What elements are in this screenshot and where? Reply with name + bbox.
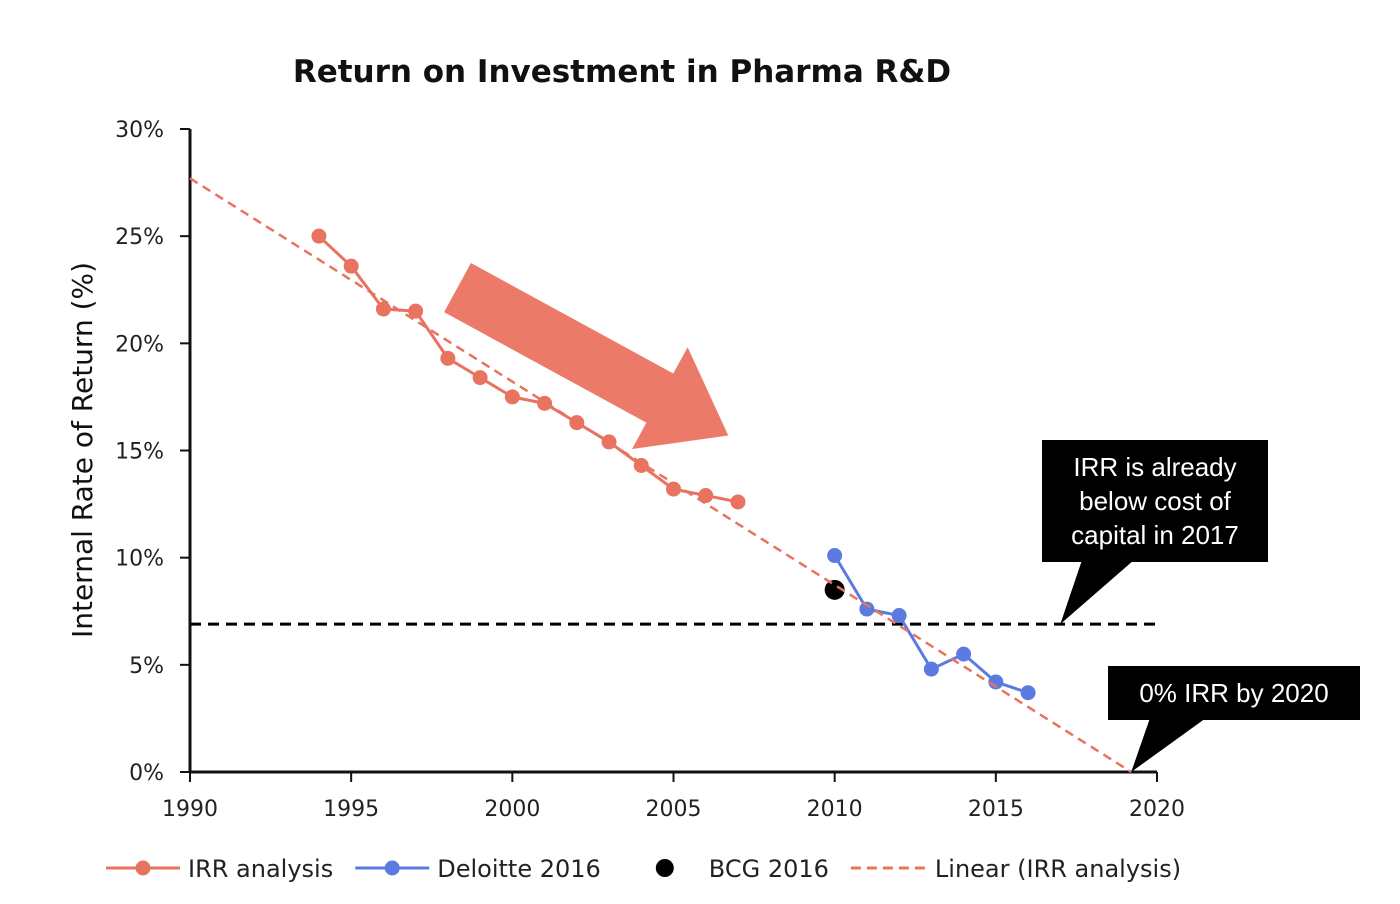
zero-irr-callout-box (1108, 666, 1360, 720)
series-line-linear-irr-analysis (189, 177, 1132, 774)
data-point-deloitte-2016 (956, 646, 972, 662)
series-line-irr-analysis (317, 235, 739, 504)
y-tick-label: 25% (115, 225, 164, 250)
y-tick-label: 10% (115, 547, 164, 572)
data-point-irr-analysis (504, 389, 520, 405)
x-tick-label: 2000 (484, 797, 540, 822)
y-tick-label: 5% (129, 654, 164, 679)
legend-marker-irr-analysis (135, 860, 151, 876)
legend-marker-deloitte-2016 (384, 860, 400, 876)
y-tick-label: 0% (129, 761, 164, 786)
downward-trend-arrow (444, 263, 729, 450)
cost-of-capital-callout-text: IRR is already (1073, 452, 1236, 482)
legend-label-irr-analysis: IRR analysis (188, 855, 333, 883)
x-tick-label: 2010 (807, 797, 863, 822)
legend-label-linear-irr-analysis: Linear (IRR analysis) (935, 855, 1181, 883)
legend-label-deloitte-2016: Deloitte 2016 (437, 855, 601, 883)
data-point-irr-analysis (537, 395, 553, 411)
data-point-bcg-2016 (824, 579, 845, 600)
y-tick-label: 30% (115, 118, 164, 143)
legend-label-bcg-2016: BCG 2016 (709, 855, 829, 883)
x-tick-label: 2005 (646, 797, 702, 822)
data-point-irr-analysis (343, 258, 359, 274)
legend: IRR analysis Deloitte 2016 BCG 2016 Linear … (106, 855, 1181, 883)
data-point-deloitte-2016 (859, 601, 875, 617)
y-axis-label: Internal Rate of Return (%) (66, 262, 99, 638)
x-tick-label: 2015 (968, 797, 1024, 822)
data-point-irr-analysis (472, 370, 488, 386)
data-point-deloitte-2016 (827, 548, 843, 564)
zero-irr-callout-pointer (1131, 718, 1206, 772)
x-tick-label: 1990 (162, 797, 218, 822)
data-point-irr-analysis (408, 303, 424, 319)
data-point-irr-analysis (311, 228, 327, 244)
zero-irr-callout-text: 0% IRR by 2020 (1139, 678, 1328, 708)
x-tick-label: 2020 (1129, 797, 1185, 822)
data-point-deloitte-2016 (923, 661, 939, 677)
data-point-irr-analysis (698, 488, 714, 504)
cost-of-capital-callout-text: capital in 2017 (1071, 520, 1239, 550)
legend-marker-bcg-2016 (655, 859, 674, 877)
cost-of-capital-callout-pointer (1060, 560, 1134, 625)
plot-layer: 0% 5% 10% 15% 20% 25% 30% 1990 1995 2000 2005 2010 2… (115, 118, 1360, 822)
cost-of-capital-callout-text: below cost of (1079, 486, 1232, 516)
y-tick-label: 20% (115, 332, 164, 357)
data-point-deloitte-2016 (988, 674, 1004, 690)
cost-of-capital-callout-box (1042, 440, 1268, 562)
data-point-irr-analysis (730, 494, 746, 510)
y-tick-label: 15% (115, 440, 164, 465)
chart-title: Return on Investment in Pharma R&D (293, 54, 951, 90)
x-tick-label: 1995 (323, 797, 379, 822)
data-point-irr-analysis (440, 350, 456, 366)
data-point-irr-analysis (375, 301, 391, 317)
data-point-deloitte-2016 (1020, 685, 1036, 701)
data-point-deloitte-2016 (891, 608, 907, 624)
